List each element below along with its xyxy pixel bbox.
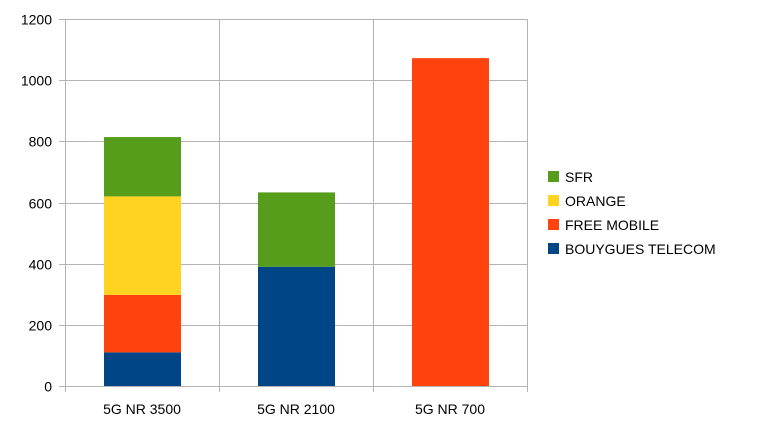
bars (104, 58, 489, 386)
y-tick-label: 600 (29, 196, 53, 212)
bar-orange-0 (104, 196, 181, 295)
legend-label: BOUYGUES TELECOM (565, 241, 716, 257)
bar-bouygues-telecom-1 (258, 266, 335, 386)
x-tick-label: 5G NR 3500 (103, 401, 181, 417)
legend: SFR ORANGE FREE MOBILE BOUYGUES TELECOM (548, 169, 716, 257)
legend-swatch (548, 243, 559, 254)
legend-swatch (548, 171, 559, 182)
x-tick-label: 5G NR 700 (415, 401, 485, 417)
legend-label: SFR (565, 169, 593, 185)
axes (65, 19, 528, 392)
legend-label: ORANGE (565, 193, 626, 209)
y-tick-label: 1000 (21, 73, 52, 89)
bar-free-mobile-2 (412, 58, 489, 386)
legend-swatch (548, 195, 559, 206)
y-tick-label: 800 (29, 134, 53, 150)
y-tick-label: 1200 (21, 12, 52, 28)
x-tick-label: 5G NR 2100 (257, 401, 335, 417)
legend-label: FREE MOBILE (565, 217, 659, 233)
y-tick-label: 200 (29, 318, 53, 334)
bar-sfr-0 (104, 137, 181, 197)
bar-sfr-1 (258, 192, 335, 267)
bar-free-mobile-0 (104, 294, 181, 353)
bar-bouygues-telecom-0 (104, 352, 181, 386)
y-tick-label: 400 (29, 257, 53, 273)
x-tick-labels: 5G NR 3500 5G NR 2100 5G NR 700 (103, 401, 485, 417)
legend-swatch (548, 219, 559, 230)
y-tick-labels: 0 200 400 600 800 1000 1200 (21, 12, 52, 395)
y-tick-label: 0 (44, 379, 52, 395)
